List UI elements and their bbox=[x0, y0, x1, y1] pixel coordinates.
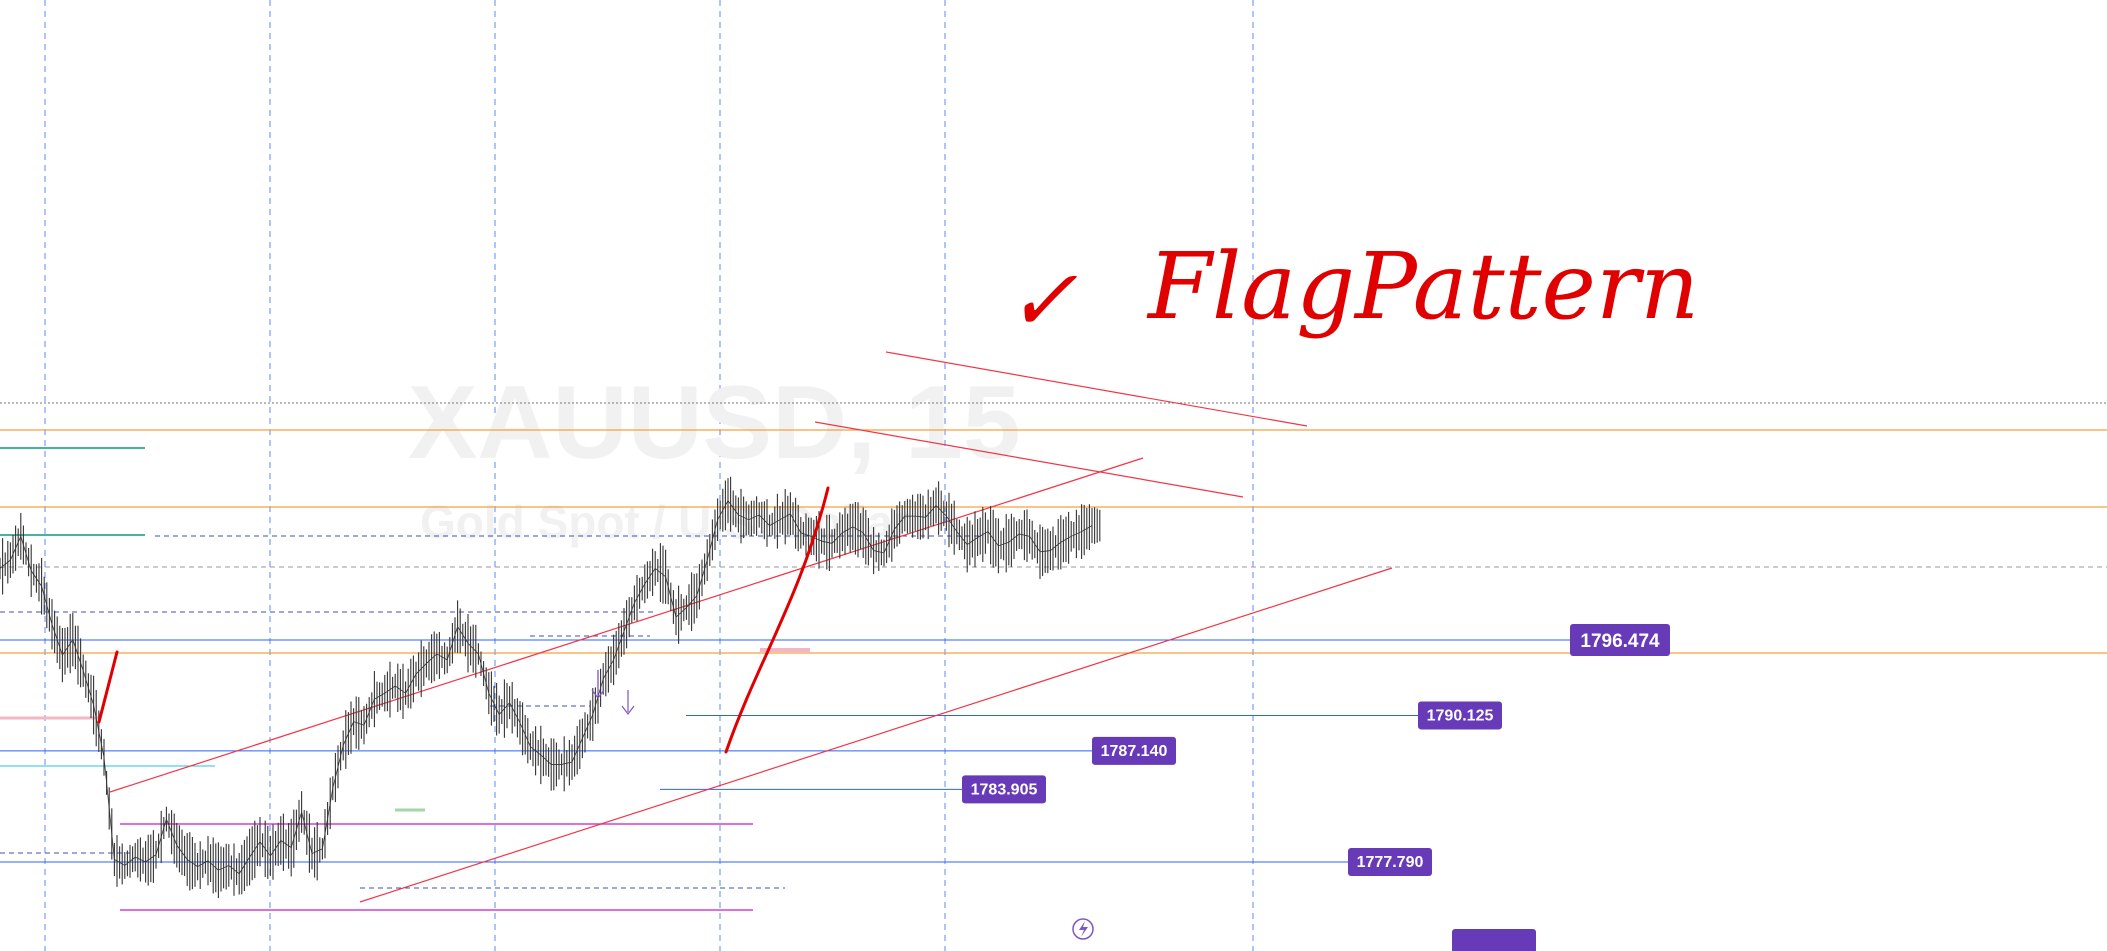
price-tag-background bbox=[1092, 736, 1176, 765]
symbol-watermark: XAUUSD, 15 Gold Spot / U.S. Dollar bbox=[408, 365, 1021, 548]
lightning-icon[interactable] bbox=[1072, 918, 1094, 940]
price-tag[interactable]: 1796.474 bbox=[1570, 624, 1670, 656]
flagpole-brush-stroke[interactable] bbox=[724, 486, 830, 754]
arrow-markers bbox=[591, 670, 635, 715]
price-tags: 1796.474 1790.125 1787.140 1783.905 1777.790 bbox=[962, 624, 1670, 876]
price-tag-label: 1796.474 bbox=[1580, 631, 1660, 652]
down-arrow-icon bbox=[591, 670, 605, 699]
price-tag-label: 1790.125 bbox=[1427, 707, 1494, 724]
horizontal-drawings bbox=[0, 402, 2107, 911]
price-tag[interactable]: 1787.140 bbox=[1092, 736, 1176, 765]
price-tag-label: 1787.140 bbox=[1101, 743, 1168, 760]
price-tag-label: 1783.905 bbox=[971, 781, 1038, 798]
down-arrow-icon bbox=[621, 690, 635, 715]
red-brush-stroke[interactable] bbox=[97, 650, 119, 724]
checkmark-annotation: ✓ bbox=[1006, 251, 1078, 351]
price-tag-background bbox=[962, 775, 1046, 804]
price-level-lines bbox=[0, 639, 1570, 863]
price-tag[interactable]: 1783.905 bbox=[962, 775, 1046, 804]
price-candles bbox=[0, 476, 1101, 899]
price-tag[interactable]: 1777.790 bbox=[1348, 848, 1432, 876]
price-tag-background bbox=[1348, 848, 1432, 876]
flag-upper-line[interactable] bbox=[885, 351, 1308, 427]
hand-drawn-markers: ✓ FlagPattern bbox=[97, 233, 1699, 754]
price-tag-clipped[interactable] bbox=[1452, 929, 1536, 951]
ascending-channel-lower-line[interactable] bbox=[359, 567, 1393, 903]
price-tag-background bbox=[1418, 701, 1502, 730]
flag-lower-line[interactable] bbox=[814, 421, 1244, 498]
watermark-symbol: XAUUSD, 15 bbox=[408, 365, 1021, 481]
time-grid bbox=[44, 0, 1254, 951]
price-tag-background bbox=[1570, 624, 1670, 656]
price-tag[interactable]: 1790.125 bbox=[1418, 701, 1502, 730]
close-price-line bbox=[0, 499, 1093, 875]
flag-pattern-annotation: FlagPattern bbox=[1146, 233, 1699, 340]
price-tag-label: 1777.790 bbox=[1357, 854, 1424, 871]
